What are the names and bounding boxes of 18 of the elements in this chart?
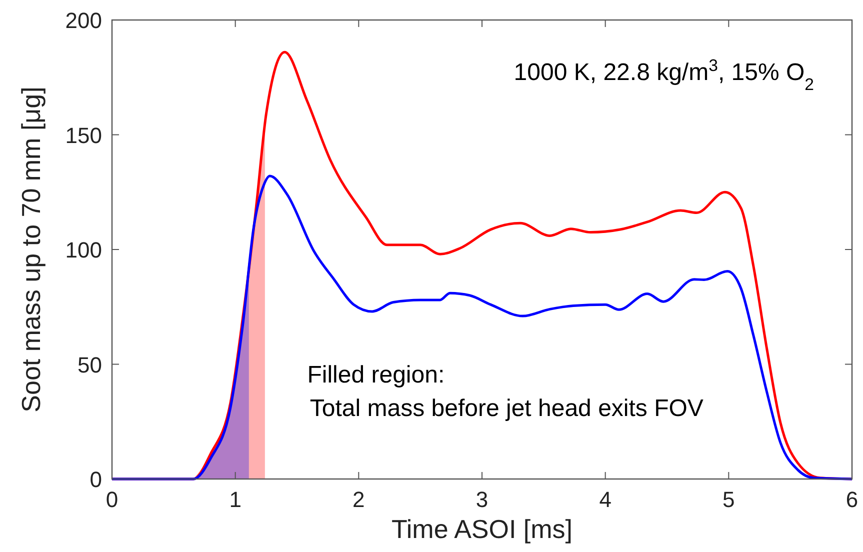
y-tick-label: 200: [65, 8, 102, 33]
y-tick-label: 50: [78, 352, 102, 378]
y-axis-title: Soot mass up to 70 mm [μg]: [16, 86, 46, 412]
y-tick-label: 150: [65, 122, 102, 148]
x-tick-label: 2: [352, 487, 365, 512]
line-series: [110, 174, 854, 480]
y-tick-label: 0: [90, 467, 102, 492]
x-axis-title: Time ASOI [ms]: [391, 514, 573, 544]
x-tick-label: 1: [229, 487, 242, 512]
annotation: Filled region:: [307, 362, 445, 389]
x-tick-label: 5: [722, 487, 735, 512]
x-tick-label: 6: [846, 487, 858, 512]
x-tick-label: 4: [599, 487, 612, 512]
annotation: 1000 K, 22.8 kg/m$^{3}$, 15% O$_{2}$: [514, 56, 814, 94]
annotation: Total mass before jet head exits FOV: [310, 394, 704, 422]
x-tick-label: 3: [476, 487, 488, 512]
y-tick-label: 100: [65, 238, 102, 262]
x-tick-label: 0: [106, 487, 118, 512]
